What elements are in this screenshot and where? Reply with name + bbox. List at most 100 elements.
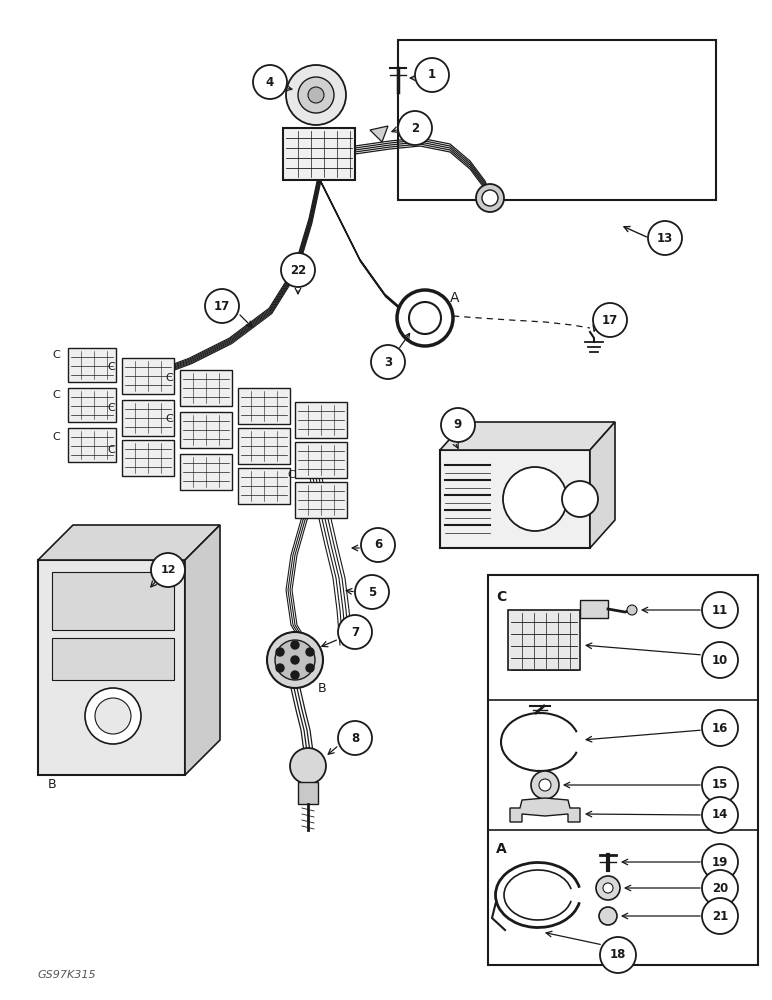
Polygon shape	[38, 525, 220, 560]
Text: 22: 22	[290, 263, 306, 276]
Text: B: B	[48, 778, 56, 791]
FancyBboxPatch shape	[295, 482, 347, 518]
Circle shape	[291, 641, 299, 649]
FancyBboxPatch shape	[283, 128, 355, 180]
Circle shape	[338, 721, 372, 755]
Text: C: C	[287, 470, 295, 480]
Circle shape	[702, 767, 738, 803]
Circle shape	[539, 779, 551, 791]
Circle shape	[441, 408, 475, 442]
Circle shape	[531, 771, 559, 799]
FancyBboxPatch shape	[508, 610, 580, 670]
Circle shape	[562, 481, 598, 517]
FancyBboxPatch shape	[295, 442, 347, 478]
FancyBboxPatch shape	[52, 638, 174, 680]
Polygon shape	[590, 422, 615, 548]
Text: C: C	[165, 414, 173, 424]
Polygon shape	[185, 525, 220, 775]
Text: A: A	[496, 842, 506, 856]
Text: 18: 18	[610, 948, 626, 962]
Circle shape	[253, 65, 287, 99]
Circle shape	[95, 698, 131, 734]
Text: 16: 16	[712, 722, 728, 734]
Circle shape	[267, 632, 323, 688]
FancyBboxPatch shape	[68, 348, 116, 382]
Text: 3: 3	[384, 356, 392, 368]
Text: 20: 20	[712, 882, 728, 894]
Text: C: C	[107, 445, 115, 455]
Text: C: C	[165, 373, 173, 383]
Circle shape	[306, 664, 314, 672]
Text: C: C	[496, 590, 506, 604]
Circle shape	[702, 898, 738, 934]
FancyBboxPatch shape	[122, 358, 174, 394]
Circle shape	[627, 605, 637, 615]
Text: GS97K315: GS97K315	[38, 970, 96, 980]
Circle shape	[702, 870, 738, 906]
Text: 1: 1	[428, 68, 436, 82]
Text: 11: 11	[712, 603, 728, 616]
Circle shape	[702, 797, 738, 833]
Circle shape	[291, 671, 299, 679]
Circle shape	[306, 648, 314, 656]
Circle shape	[85, 688, 141, 744]
Text: C: C	[107, 403, 115, 413]
FancyBboxPatch shape	[295, 402, 347, 438]
Text: C: C	[107, 362, 115, 372]
Text: 4: 4	[266, 76, 274, 89]
Text: C: C	[52, 390, 60, 400]
Circle shape	[409, 302, 441, 334]
Text: 14: 14	[712, 808, 728, 822]
Circle shape	[599, 907, 617, 925]
Text: 19: 19	[712, 856, 728, 868]
Text: C: C	[52, 432, 60, 442]
Circle shape	[482, 190, 498, 206]
Polygon shape	[440, 450, 590, 548]
Circle shape	[308, 87, 324, 103]
Circle shape	[286, 65, 346, 125]
FancyBboxPatch shape	[488, 575, 758, 965]
Text: 9: 9	[454, 418, 462, 432]
Circle shape	[603, 883, 613, 893]
Circle shape	[702, 844, 738, 880]
Text: A: A	[450, 291, 460, 305]
Text: 10: 10	[712, 654, 728, 666]
Text: 7: 7	[351, 626, 359, 639]
FancyBboxPatch shape	[580, 600, 608, 618]
Circle shape	[151, 553, 185, 587]
Text: 21: 21	[712, 910, 728, 922]
FancyBboxPatch shape	[180, 454, 232, 490]
Text: 6: 6	[374, 538, 382, 552]
Circle shape	[702, 592, 738, 628]
Text: 17: 17	[214, 300, 230, 312]
FancyBboxPatch shape	[298, 782, 318, 804]
Text: 13: 13	[657, 232, 673, 244]
FancyBboxPatch shape	[238, 388, 290, 424]
Circle shape	[593, 303, 627, 337]
Circle shape	[275, 640, 315, 680]
FancyBboxPatch shape	[238, 468, 290, 504]
Text: 8: 8	[351, 732, 359, 744]
Circle shape	[338, 615, 372, 649]
FancyBboxPatch shape	[180, 370, 232, 406]
FancyBboxPatch shape	[52, 572, 174, 630]
Circle shape	[398, 111, 432, 145]
Polygon shape	[510, 798, 580, 822]
Polygon shape	[440, 422, 615, 450]
Polygon shape	[370, 126, 388, 142]
Circle shape	[355, 575, 389, 609]
Circle shape	[600, 937, 636, 973]
Text: 17: 17	[602, 314, 618, 326]
FancyBboxPatch shape	[180, 412, 232, 448]
Circle shape	[503, 467, 567, 531]
Circle shape	[702, 642, 738, 678]
Circle shape	[361, 528, 395, 562]
Circle shape	[276, 648, 284, 656]
FancyBboxPatch shape	[122, 400, 174, 436]
Text: 15: 15	[712, 778, 728, 792]
Circle shape	[276, 664, 284, 672]
FancyBboxPatch shape	[122, 440, 174, 476]
Circle shape	[290, 748, 326, 784]
FancyBboxPatch shape	[398, 40, 716, 200]
Circle shape	[371, 345, 405, 379]
